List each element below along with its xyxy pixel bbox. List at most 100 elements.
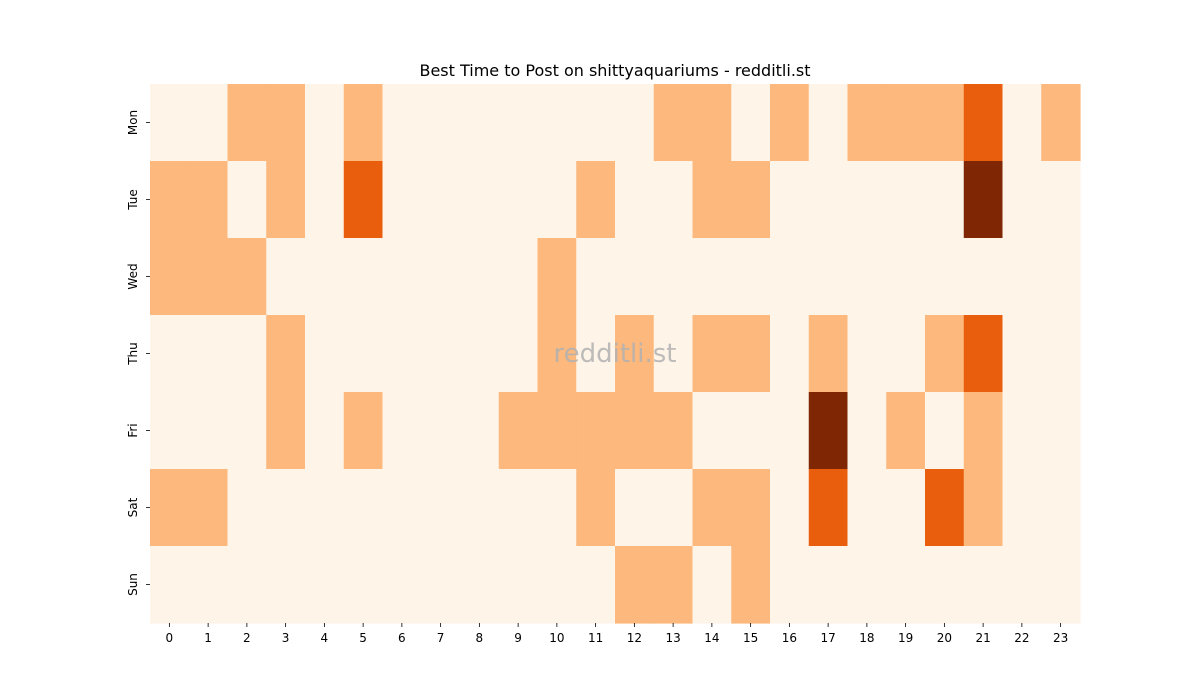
x-tick-label: 7 [437,631,445,645]
heatmap-cell-sat-14 [692,469,732,547]
heatmap-cell-fri-18 [847,392,887,470]
x-tick-label: 22 [1014,631,1029,645]
heatmap-cell-wed-14 [692,238,732,316]
heatmap-cell-wed-23 [1041,238,1081,316]
x-tick-label: 16 [782,631,797,645]
heatmap-cell-tue-7 [421,161,461,239]
heatmap-cell-sat-21 [963,469,1004,547]
heatmap-cell-sun-11 [576,546,616,624]
heatmap-cell-tue-23 [1041,161,1081,239]
heatmap-cell-tue-19 [886,161,926,239]
heatmap-cell-tue-13 [653,161,694,239]
heatmap-cell-sun-15 [731,546,771,624]
heatmap-cell-sun-8 [460,546,500,624]
heatmap-cell-wed-1 [188,238,229,316]
heatmap-cell-wed-15 [731,238,771,316]
heatmap-cell-wed-22 [1002,238,1042,316]
heatmap-cell-fri-9 [498,392,539,470]
heatmap-cell-thu-4 [305,315,345,393]
x-tick-label: 15 [743,631,758,645]
heatmap-cell-wed-10 [537,238,577,316]
heatmap-cell-fri-23 [1041,392,1081,470]
heatmap-cell-thu-1 [188,315,229,393]
heatmap-cell-fri-20 [925,392,965,470]
x-tick-label: 8 [476,631,484,645]
heatmap-cell-sun-3 [266,546,306,624]
heatmap-cell-fri-15 [731,392,771,470]
heatmap-cell-wed-20 [925,238,965,316]
heatmap-cell-mon-2 [227,84,267,162]
heatmap-cell-tue-5 [343,161,384,239]
x-tick-label: 10 [549,631,564,645]
x-tick-label: 3 [282,631,290,645]
heatmap-cell-tue-9 [498,161,539,239]
y-axis: Mon Tue Wed Thu Fri Sat Sun [126,110,150,596]
x-tick-label: 11 [588,631,603,645]
heatmap-cell-wed-17 [808,238,849,316]
heatmap-cell-fri-22 [1002,392,1042,470]
heatmap-cell-thu-8 [460,315,500,393]
heatmap-cell-sun-19 [886,546,926,624]
heatmap-cell-sun-10 [537,546,577,624]
heatmap-cell-fri-12 [615,392,655,470]
x-axis: 0 1 2 3 4 5 6 7 8 9 10 11 12 13 14 15 16 17 18 19 20 21 22 23 [166,623,1068,645]
x-tick-label: 14 [704,631,719,645]
heatmap-cell-tue-22 [1002,161,1042,239]
y-tick-label: Wed [126,263,140,289]
heatmap-cell-wed-6 [382,238,422,316]
heatmap-cell-tue-15 [731,161,771,239]
heatmap-cell-sat-5 [343,469,384,547]
heatmap-cell-sun-23 [1041,546,1081,624]
heatmap-cell-sat-4 [305,469,345,547]
heatmap-cell-tue-2 [227,161,267,239]
y-tick-label: Fri [126,423,140,437]
heatmap-cell-wed-13 [653,238,694,316]
heatmap-cell-mon-18 [847,84,887,162]
x-tick-label: 20 [937,631,952,645]
heatmap-cell-fri-11 [576,392,616,470]
heatmap-cell-sun-5 [343,546,384,624]
heatmap-cell-mon-1 [188,84,229,162]
heatmap-cell-tue-14 [692,161,732,239]
heatmap-cell-sat-18 [847,469,887,547]
heatmap-cell-sun-16 [770,546,810,624]
heatmap-cell-mon-16 [770,84,810,162]
heatmap-cell-mon-7 [421,84,461,162]
heatmap-cell-mon-10 [537,84,577,162]
heatmap-cell-thu-16 [770,315,810,393]
heatmap-cell-thu-6 [382,315,422,393]
heatmap-cell-mon-23 [1041,84,1081,162]
heatmap-cell-sun-7 [421,546,461,624]
y-tick-label: Sat [126,497,140,517]
heatmap-cell-tue-0 [150,161,190,239]
heatmap-cell-thu-18 [847,315,887,393]
heatmap-cell-mon-5 [343,84,384,162]
heatmap-cell-wed-12 [615,238,655,316]
x-tick-label: 21 [975,631,990,645]
heatmap-cell-sun-9 [498,546,539,624]
heatmap-cell-sun-21 [963,546,1004,624]
heatmap-cell-sat-11 [576,469,616,547]
heatmap-cell-tue-18 [847,161,887,239]
heatmap-cell-thu-19 [886,315,926,393]
heatmap-cell-fri-8 [460,392,500,470]
heatmap-cell-sat-15 [731,469,771,547]
x-tick-label: 4 [321,631,329,645]
heatmap-cell-thu-13 [653,315,694,393]
x-tick-label: 5 [359,631,367,645]
heatmap-cell-thu-5 [343,315,384,393]
heatmap-cell-fri-21 [963,392,1004,470]
heatmap-cell-sat-8 [460,469,500,547]
watermark-text: redditli.st [554,339,677,369]
heatmap-cell-mon-15 [731,84,771,162]
x-tick-label: 9 [514,631,522,645]
heatmap-cell-fri-19 [886,392,926,470]
heatmap-cell-mon-14 [692,84,732,162]
heatmap-cell-sat-20 [925,469,965,547]
heatmap-cell-sat-13 [653,469,694,547]
heatmap-cell-tue-1 [188,161,229,239]
heatmap-cell-sun-0 [150,546,190,624]
x-tick-label: 2 [243,631,251,645]
heatmap-cell-fri-10 [537,392,577,470]
heatmap-cell-thu-23 [1041,315,1081,393]
